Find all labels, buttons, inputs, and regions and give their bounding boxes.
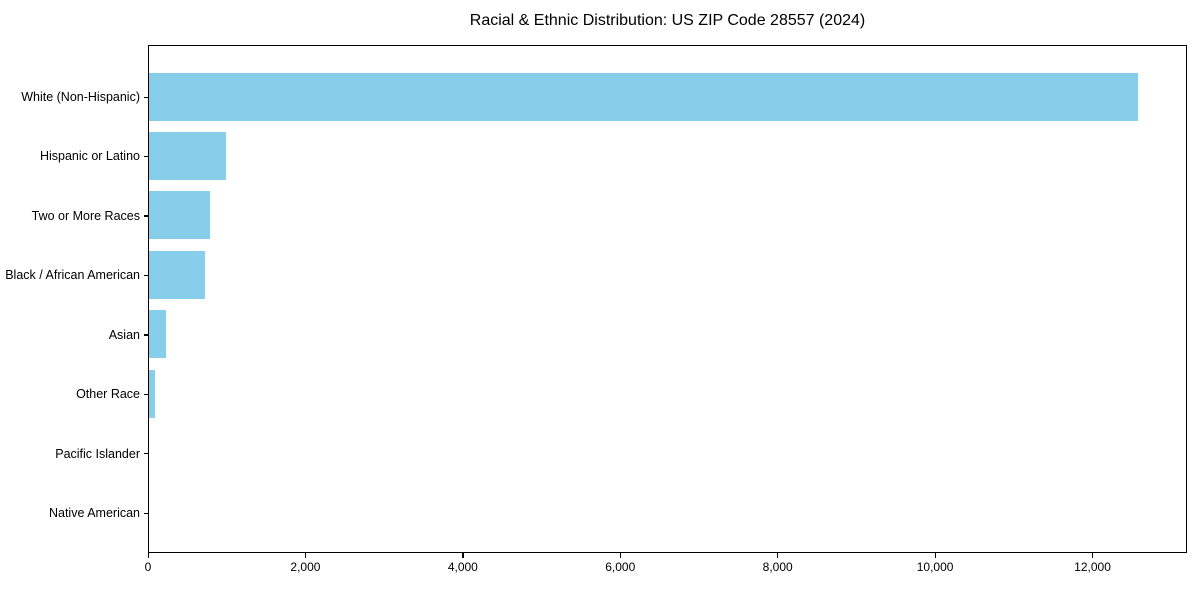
- x-tick-mark: [147, 553, 149, 558]
- y-tick-mark: [143, 512, 148, 514]
- y-tick-mark: [143, 155, 148, 158]
- x-tick-mark: [934, 553, 936, 558]
- bar: [149, 131, 227, 180]
- plot-area: [148, 45, 1187, 553]
- y-tick-label: Other Race: [76, 387, 140, 402]
- y-tick-label: Black / African American: [5, 268, 140, 283]
- y-tick-label: Hispanic or Latino: [39, 149, 140, 164]
- x-tick-label: 8,000: [762, 560, 793, 574]
- bar: [149, 369, 155, 418]
- y-tick-label: Two or More Races: [31, 208, 140, 223]
- x-tick-label: 2,000: [290, 560, 321, 574]
- bar: [149, 72, 1139, 121]
- x-tick-mark: [462, 553, 464, 558]
- y-tick-mark: [143, 96, 148, 98]
- x-tick-label: 12,000: [1074, 560, 1111, 574]
- y-tick-mark: [143, 334, 148, 336]
- x-tick-label: 0: [144, 560, 152, 574]
- bar: [149, 310, 166, 359]
- x-tick-label: 6,000: [605, 560, 636, 574]
- y-tick-label: Asian: [108, 327, 140, 342]
- y-tick-mark: [143, 215, 148, 217]
- chart-title: Racial & Ethnic Distribution: US ZIP Cod…: [469, 12, 866, 29]
- y-tick-mark: [143, 393, 148, 395]
- y-tick-mark: [143, 274, 148, 277]
- bar: [149, 191, 210, 240]
- x-tick-mark: [1092, 553, 1094, 558]
- bar: [149, 250, 205, 299]
- x-tick-mark: [619, 553, 622, 558]
- x-tick-mark: [777, 553, 779, 558]
- x-tick-label: 4,000: [447, 560, 478, 574]
- x-tick-mark: [304, 553, 307, 558]
- y-tick-label: Native American: [48, 506, 140, 520]
- y-tick-mark: [143, 453, 148, 455]
- x-tick-label: 10,000: [916, 560, 954, 574]
- y-tick-label: White (Non-Hispanic): [21, 90, 140, 104]
- y-tick-label: Pacific Islander: [55, 446, 140, 461]
